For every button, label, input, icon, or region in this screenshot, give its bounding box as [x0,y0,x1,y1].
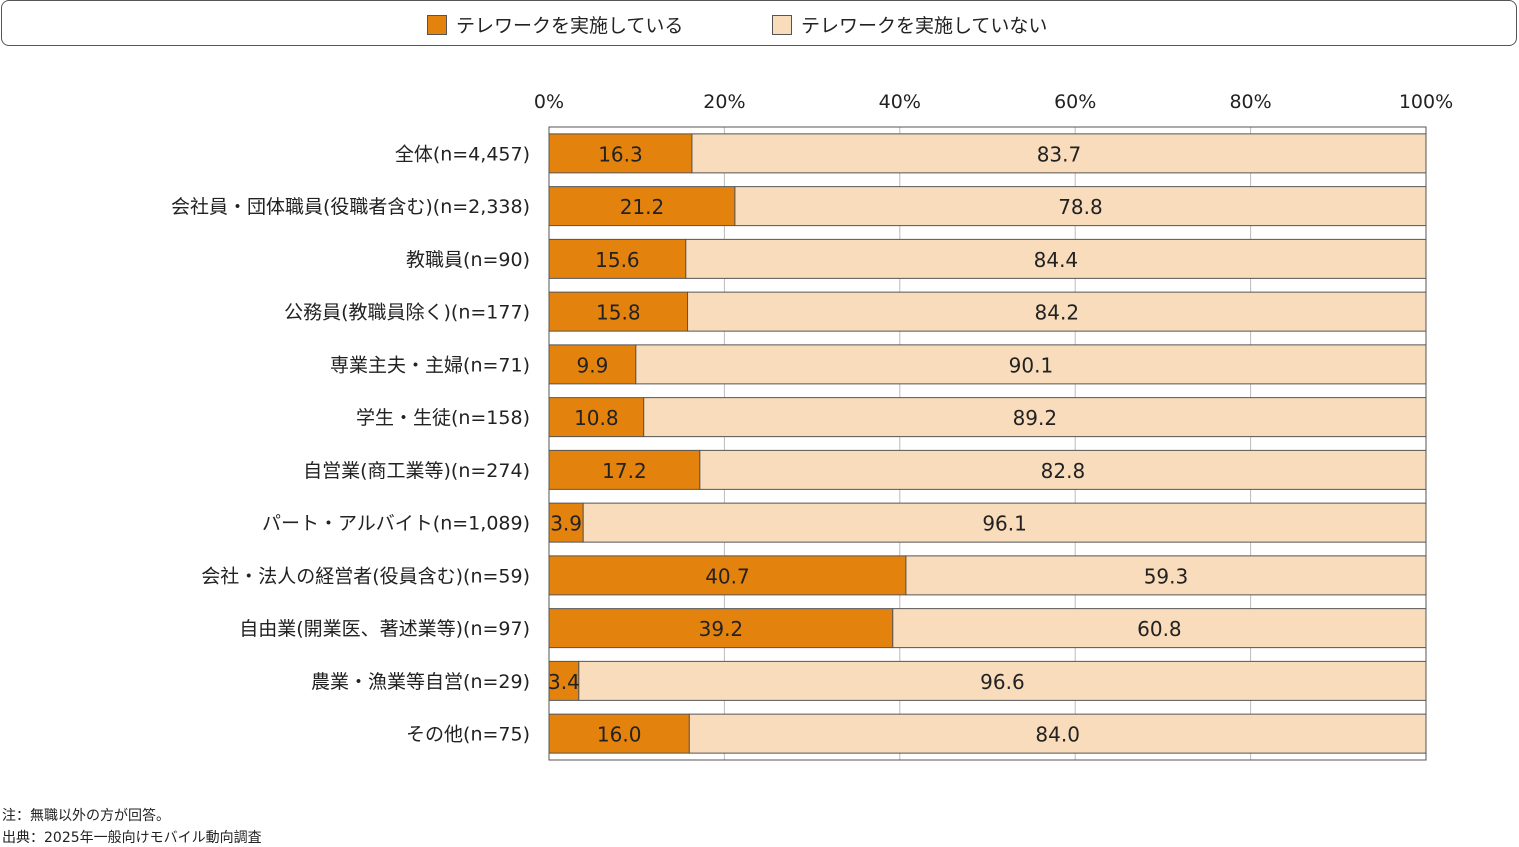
bar-telework-yes [548,397,645,438]
data-label-yes: 39.2 [699,617,744,641]
legend: テレワークを実施している テレワークを実施していない [1,0,1517,46]
data-label-no: 83.7 [1037,142,1082,166]
category-label: 公務員(教職員除く)(n=177) [284,302,530,324]
data-label-no: 84.2 [1035,301,1080,325]
legend-label-yes: テレワークを実施している [456,15,684,37]
footnote: 注：無職以外の方が回答。 [2,808,170,824]
bar-telework-yes [548,502,584,543]
data-label-yes: 15.6 [595,248,640,272]
stacked-bar-chart: 0% 20% 40% 60% 80% 100% 全体(n=4,457) 16.3 83.7 会社員… [171,91,1453,761]
bar-telework-no [685,238,1427,279]
category-label: その他(n=75) [406,724,530,746]
source-note: 出典：2025年一般向けモバイル動向調査 [2,830,262,846]
data-label-yes: 3.4 [548,670,580,694]
category-label: 専業主夫・主婦(n=71) [330,354,530,376]
bar-telework-no [892,608,1427,649]
category-label: 会社・法人の経営者(役員含む)(n=59) [201,565,530,587]
bar-telework-yes [548,133,693,174]
data-label-yes: 16.0 [597,723,642,747]
plot-frame [548,126,1427,761]
legend-swatch-no [772,14,792,35]
category-label: パート・アルバイト(n=1,089) [262,513,530,535]
x-tick-label: 20% [703,91,745,113]
data-label-no: 60.8 [1137,617,1182,641]
data-label-no: 84.0 [1035,723,1080,747]
bar-telework-no [687,291,1427,332]
bar-telework-yes [548,660,580,701]
category-label: 学生・生徒(n=158) [356,407,530,429]
bar-telework-no [734,186,1427,227]
bar-telework-yes [548,186,736,227]
category-label: 会社員・団体職員(役職者含む)(n=2,338) [171,196,530,218]
x-tick-label: 100% [1399,91,1453,113]
bar-telework-no [643,397,1427,438]
x-tick-label: 40% [879,91,921,113]
legend-item-yes: テレワークを実施している [427,11,683,38]
data-label-yes: 9.9 [577,353,609,377]
bar-telework-no [699,449,1427,490]
category-label: 全体(n=4,457) [395,143,530,165]
x-tick-label: 80% [1229,91,1271,113]
data-label-yes: 17.2 [602,459,647,483]
data-label-yes: 10.8 [574,406,619,430]
bar-telework-no [905,555,1427,596]
category-label: 自営業(商工業等)(n=274) [303,460,530,482]
data-label-no: 96.1 [982,512,1027,536]
bar-telework-yes [548,608,894,649]
bar-telework-yes [548,291,689,332]
bar-telework-no [582,502,1427,543]
bar-telework-yes [548,555,907,596]
legend-swatch-yes [427,14,447,35]
category-label: 教職員(n=90) [406,249,530,271]
category-label: 自由業(開業医、著述業等)(n=97) [239,618,530,640]
bar-telework-yes [548,344,637,385]
data-label-no: 90.1 [1009,353,1054,377]
data-label-no: 89.2 [1013,406,1058,430]
x-tick-label: 60% [1054,91,1096,113]
data-label-yes: 3.9 [550,512,582,536]
data-label-no: 78.8 [1058,195,1103,219]
bar-telework-no [691,133,1427,174]
bar-telework-no [578,660,1427,701]
legend-item-no: テレワークを実施していない [772,11,1047,38]
legend-label-no: テレワークを実施していない [801,15,1048,37]
data-label-yes: 16.3 [598,142,643,166]
x-tick-label: 0% [534,91,564,113]
bar-telework-no [688,713,1427,754]
data-label-yes: 40.7 [705,564,750,588]
bar-telework-yes [548,238,687,279]
data-label-yes: 21.2 [620,195,665,219]
data-label-no: 84.4 [1034,248,1079,272]
data-label-no: 82.8 [1041,459,1086,483]
data-label-no: 59.3 [1144,564,1189,588]
bar-telework-yes [548,449,701,490]
category-label: 農業・漁業等自営(n=29) [311,671,530,693]
data-label-yes: 15.8 [596,301,641,325]
bar-telework-no [635,344,1427,385]
bar-telework-yes [548,713,690,754]
data-label-no: 96.6 [980,670,1025,694]
